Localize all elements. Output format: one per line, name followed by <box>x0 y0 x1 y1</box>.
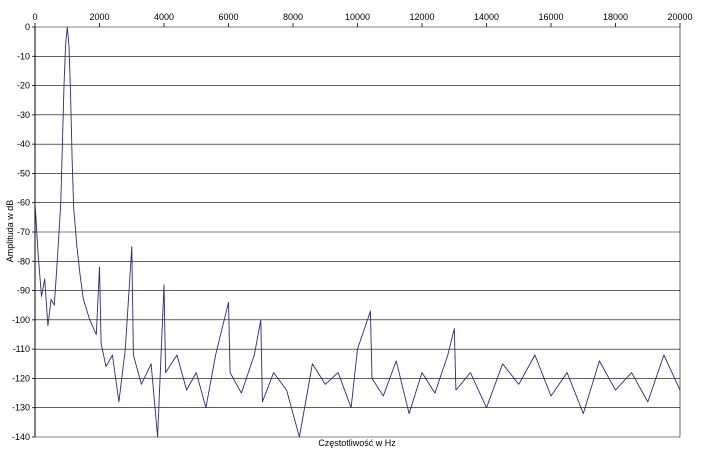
y-tick-label: -40 <box>17 139 30 149</box>
y-tick-label: -10 <box>17 51 30 61</box>
x-tick-label: 12000 <box>409 12 434 22</box>
y-tick-label: -120 <box>12 373 30 383</box>
x-axis-ticks: 0 2000 4000 6000 8000 10000 12000 14000 16000 180… <box>32 12 693 27</box>
y-tick-label: -60 <box>17 198 30 208</box>
y-axis-ticks: 0 -10 -20 -30 -40 -50 -60 -70 -80 -90 -100 -110 -120… <box>12 22 35 442</box>
y-tick-label: -90 <box>17 286 30 296</box>
x-tick-label: 14000 <box>474 12 499 22</box>
x-tick-label: 0 <box>32 12 37 22</box>
x-tick-label: 10000 <box>345 12 370 22</box>
y-tick-label: -100 <box>12 315 30 325</box>
x-tick-label: 20000 <box>667 12 692 22</box>
x-tick-label: 18000 <box>603 12 628 22</box>
spectrum-line <box>34 26 681 438</box>
x-tick-label: 6000 <box>218 12 238 22</box>
x-tick-label: 16000 <box>538 12 563 22</box>
x-axis-title: Częstotliwość w Hz <box>318 438 396 448</box>
x-tick-label: 8000 <box>283 12 303 22</box>
y-tick-label: -30 <box>17 110 30 120</box>
x-tick-label: 2000 <box>89 12 109 22</box>
y-tick-label: -140 <box>12 432 30 442</box>
y-tick-label: -20 <box>17 81 30 91</box>
y-tick-label: -80 <box>17 256 30 266</box>
y-tick-label: -50 <box>17 168 30 178</box>
y-tick-label: -130 <box>12 403 30 413</box>
x-tick-label: 4000 <box>154 12 174 22</box>
y-axis-title: Amplituda w dB <box>5 200 15 263</box>
y-tick-label: -110 <box>13 344 30 354</box>
y-tick-label: -70 <box>17 227 30 237</box>
gridlines <box>34 26 681 438</box>
y-tick-label: 0 <box>25 22 30 32</box>
plot-area <box>34 26 681 438</box>
